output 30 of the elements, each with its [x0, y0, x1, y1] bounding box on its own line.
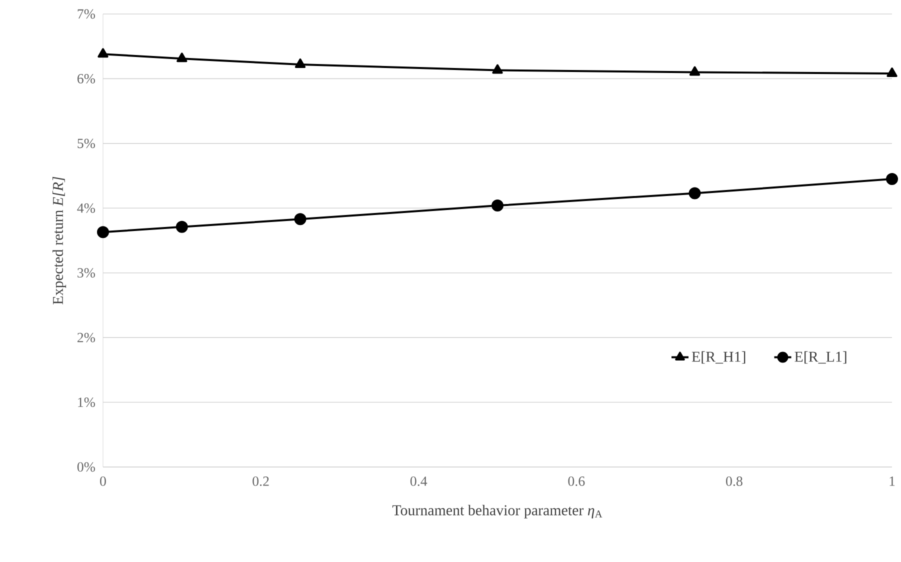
point [294, 58, 306, 68]
y-tick-label: 3% [78, 268, 95, 278]
x-tick-label: 0 [100, 476, 106, 486]
x-axis-title: Tournament behavior parameter η$_{A}$ [392, 504, 602, 518]
legend-label: E[R_L1] [794, 351, 846, 364]
y-tick-label: 1% [78, 398, 95, 408]
point [886, 173, 898, 186]
point [98, 48, 108, 58]
y-tick-label: 7% [78, 9, 95, 19]
point [688, 187, 701, 200]
x-tick-label: 0.4 [410, 476, 428, 486]
x-tick-label: 0.2 [252, 476, 269, 486]
point [492, 200, 504, 212]
point [886, 68, 898, 78]
y-tick-label: 0% [77, 462, 95, 472]
x-tick-label: 0.8 [726, 476, 742, 486]
point [176, 52, 188, 62]
point [97, 226, 109, 238]
x-tick-label: 1 [890, 476, 895, 486]
y-tick-label: 2% [77, 332, 95, 342]
y-tick-label: 5% [78, 138, 95, 148]
y-tick-label: 4% [77, 203, 95, 213]
x-tick-label: 0.6 [568, 476, 585, 486]
point [689, 66, 700, 76]
point [492, 64, 503, 74]
legend-label: E[R_H1] [692, 351, 746, 364]
point [176, 220, 188, 233]
y-tick-label: 6% [77, 74, 95, 84]
y-axis-title: Expected return E[R] [52, 176, 66, 304]
point [294, 213, 306, 226]
